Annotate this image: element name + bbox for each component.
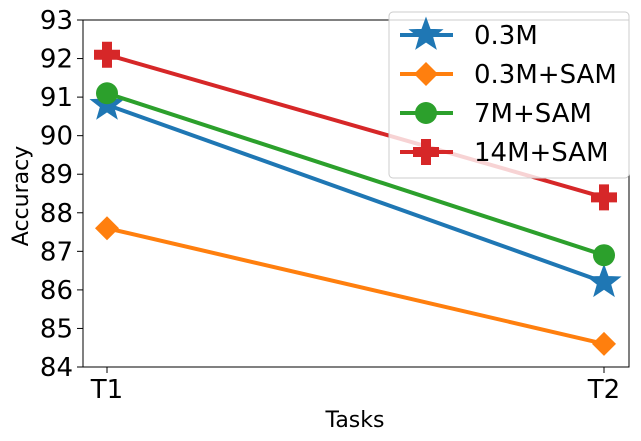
data-point [593, 244, 615, 267]
x-axis-label: Tasks [325, 408, 385, 433]
data-point [591, 184, 617, 211]
legend-item: 7M+SAM [400, 99, 592, 129]
series-line [104, 225, 607, 347]
axes-layer: 84 85 86 87 88 89 90 91 92 93 T1 T2 [40, 6, 620, 405]
legend-box [388, 11, 630, 179]
legend-marker [413, 139, 439, 165]
legend-item: 14M+SAM [400, 138, 609, 168]
data-point [94, 41, 120, 68]
series-line [104, 90, 607, 258]
y-tick-label: 93 [40, 6, 73, 36]
legend-marker [408, 16, 444, 50]
legend-label: 0.3M [474, 21, 538, 51]
data-point [96, 82, 118, 105]
data-point [592, 331, 616, 356]
x-tick-label: T1 [90, 375, 123, 405]
legend-label: 7M+SAM [474, 99, 592, 129]
y-tick-label: 87 [40, 237, 73, 267]
legend-item: 0.3M+SAM [400, 60, 617, 90]
y-tick-label: 84 [40, 353, 73, 383]
y-tick-label: 85 [40, 314, 73, 344]
series-1 [95, 216, 616, 356]
y-tick-label: 86 [40, 276, 73, 306]
series-2 [96, 82, 615, 267]
legend-item: 0.3M [400, 16, 538, 51]
data-point [95, 216, 119, 241]
legend-marker [414, 62, 438, 86]
x-tick-label: T2 [587, 375, 620, 405]
y-tick-label: 88 [40, 199, 73, 229]
legend-marker [415, 102, 437, 124]
y-tick-label: 91 [40, 83, 73, 113]
y-tick-label: 92 [40, 45, 73, 75]
legend-label: 14M+SAM [474, 138, 609, 168]
y-tick-label: 89 [40, 160, 73, 190]
y-axis-label: Accuracy [9, 146, 34, 246]
y-tick-label: 90 [40, 122, 73, 152]
legend: 0.3M 0.3M+SAM 7M+SAM 14M+SAM [388, 11, 630, 179]
series-line [104, 102, 607, 285]
legend-label: 0.3M+SAM [474, 60, 617, 90]
data-point [586, 263, 622, 298]
